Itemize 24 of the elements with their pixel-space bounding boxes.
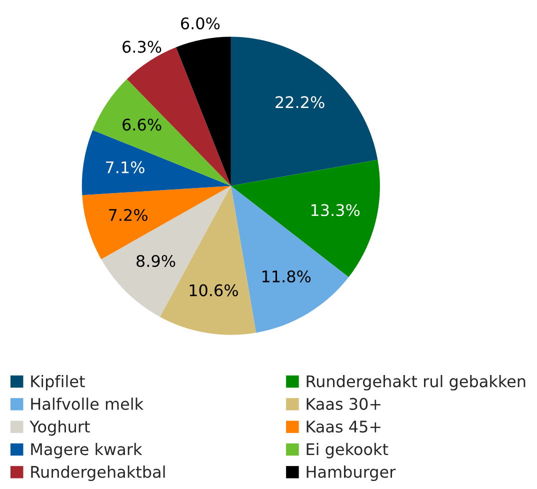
pie-slice bbox=[82, 130, 231, 196]
data-label: 6.3% bbox=[122, 40, 162, 53]
legend-label: Yoghurt bbox=[30, 420, 90, 436]
pie-slice bbox=[230, 36, 378, 186]
pie-slice bbox=[176, 36, 231, 186]
legend-label: Kipfilet bbox=[31, 374, 85, 390]
data-label: 11.8% bbox=[262, 270, 311, 282]
data-label: 6.6% bbox=[122, 118, 162, 131]
legend-label: Halfvolle melk bbox=[31, 398, 144, 410]
legend-label: Rundergehakt rul gebakken bbox=[306, 374, 526, 390]
legend-label: Rundergehaktbal bbox=[31, 466, 165, 482]
legend-label: Ei gekookt bbox=[306, 442, 388, 458]
data-label: 13.3% bbox=[311, 204, 360, 216]
legend-label: Magere kwark bbox=[31, 442, 142, 458]
legend-label: Kaas 45+ bbox=[306, 420, 380, 433]
data-label: 8.9% bbox=[136, 254, 176, 268]
data-label: 6.0% bbox=[181, 17, 220, 30]
legend-label: Hamburger bbox=[306, 466, 396, 482]
data-label: 7.1% bbox=[106, 161, 144, 174]
pie-slice bbox=[92, 79, 231, 186]
data-label: 10.6% bbox=[190, 284, 238, 296]
data-label: 7.2% bbox=[109, 208, 148, 222]
data-label: 22.2% bbox=[276, 96, 324, 108]
legend-label: Kaas 30+ bbox=[306, 398, 380, 410]
